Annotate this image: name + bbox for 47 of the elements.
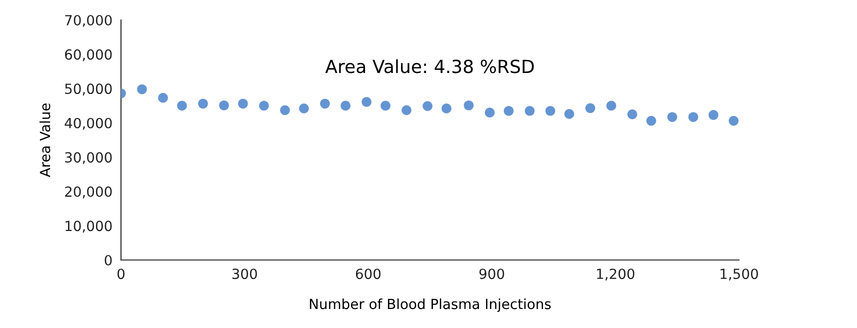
point — [524, 106, 535, 116]
x-tick-label: 0 — [117, 268, 124, 280]
point — [688, 112, 698, 122]
y-tick-label: 0 — [104, 254, 112, 266]
y-tick-label: 30,000 — [65, 152, 112, 164]
point — [259, 100, 269, 111]
y-tick-label: 20,000 — [65, 186, 112, 198]
y-tick-label: 70,000 — [65, 14, 112, 27]
point — [238, 98, 248, 109]
point — [484, 108, 495, 118]
y-tick-label: 60,000 — [65, 49, 112, 62]
point — [320, 98, 330, 109]
point — [177, 100, 187, 111]
point — [158, 92, 168, 103]
x-tick-label: 900 — [479, 268, 504, 280]
point — [380, 100, 390, 111]
point — [545, 106, 556, 116]
point — [198, 98, 208, 109]
x-tick-label: 1,200 — [597, 268, 634, 280]
point — [464, 100, 474, 110]
point — [606, 100, 616, 111]
point — [627, 109, 638, 120]
x-axis-title: Number of Blood Plasma Injections — [310, 298, 551, 312]
point — [667, 112, 678, 122]
x-tick-label: 1,500 — [720, 268, 758, 280]
point — [442, 104, 452, 114]
y-tick-label: 40,000 — [64, 118, 112, 130]
point — [564, 109, 574, 119]
point — [646, 116, 656, 126]
x-tick-label: 600 — [356, 268, 381, 280]
y-tick-label: 50,000 — [65, 84, 112, 96]
point — [585, 103, 596, 114]
point — [137, 84, 147, 94]
annotation: Area Value: 4.38 %RSD — [325, 59, 534, 74]
y-axis-title: Area Value — [40, 103, 50, 178]
point — [340, 100, 350, 111]
point — [219, 100, 229, 110]
point — [362, 97, 372, 107]
point — [299, 104, 309, 114]
point — [728, 116, 739, 126]
point — [422, 101, 432, 111]
point — [280, 105, 290, 116]
point — [504, 106, 514, 116]
y-tick-label: 10,000 — [66, 220, 112, 233]
point — [708, 110, 718, 120]
x-tick-label: 300 — [232, 268, 257, 280]
point — [402, 105, 412, 116]
